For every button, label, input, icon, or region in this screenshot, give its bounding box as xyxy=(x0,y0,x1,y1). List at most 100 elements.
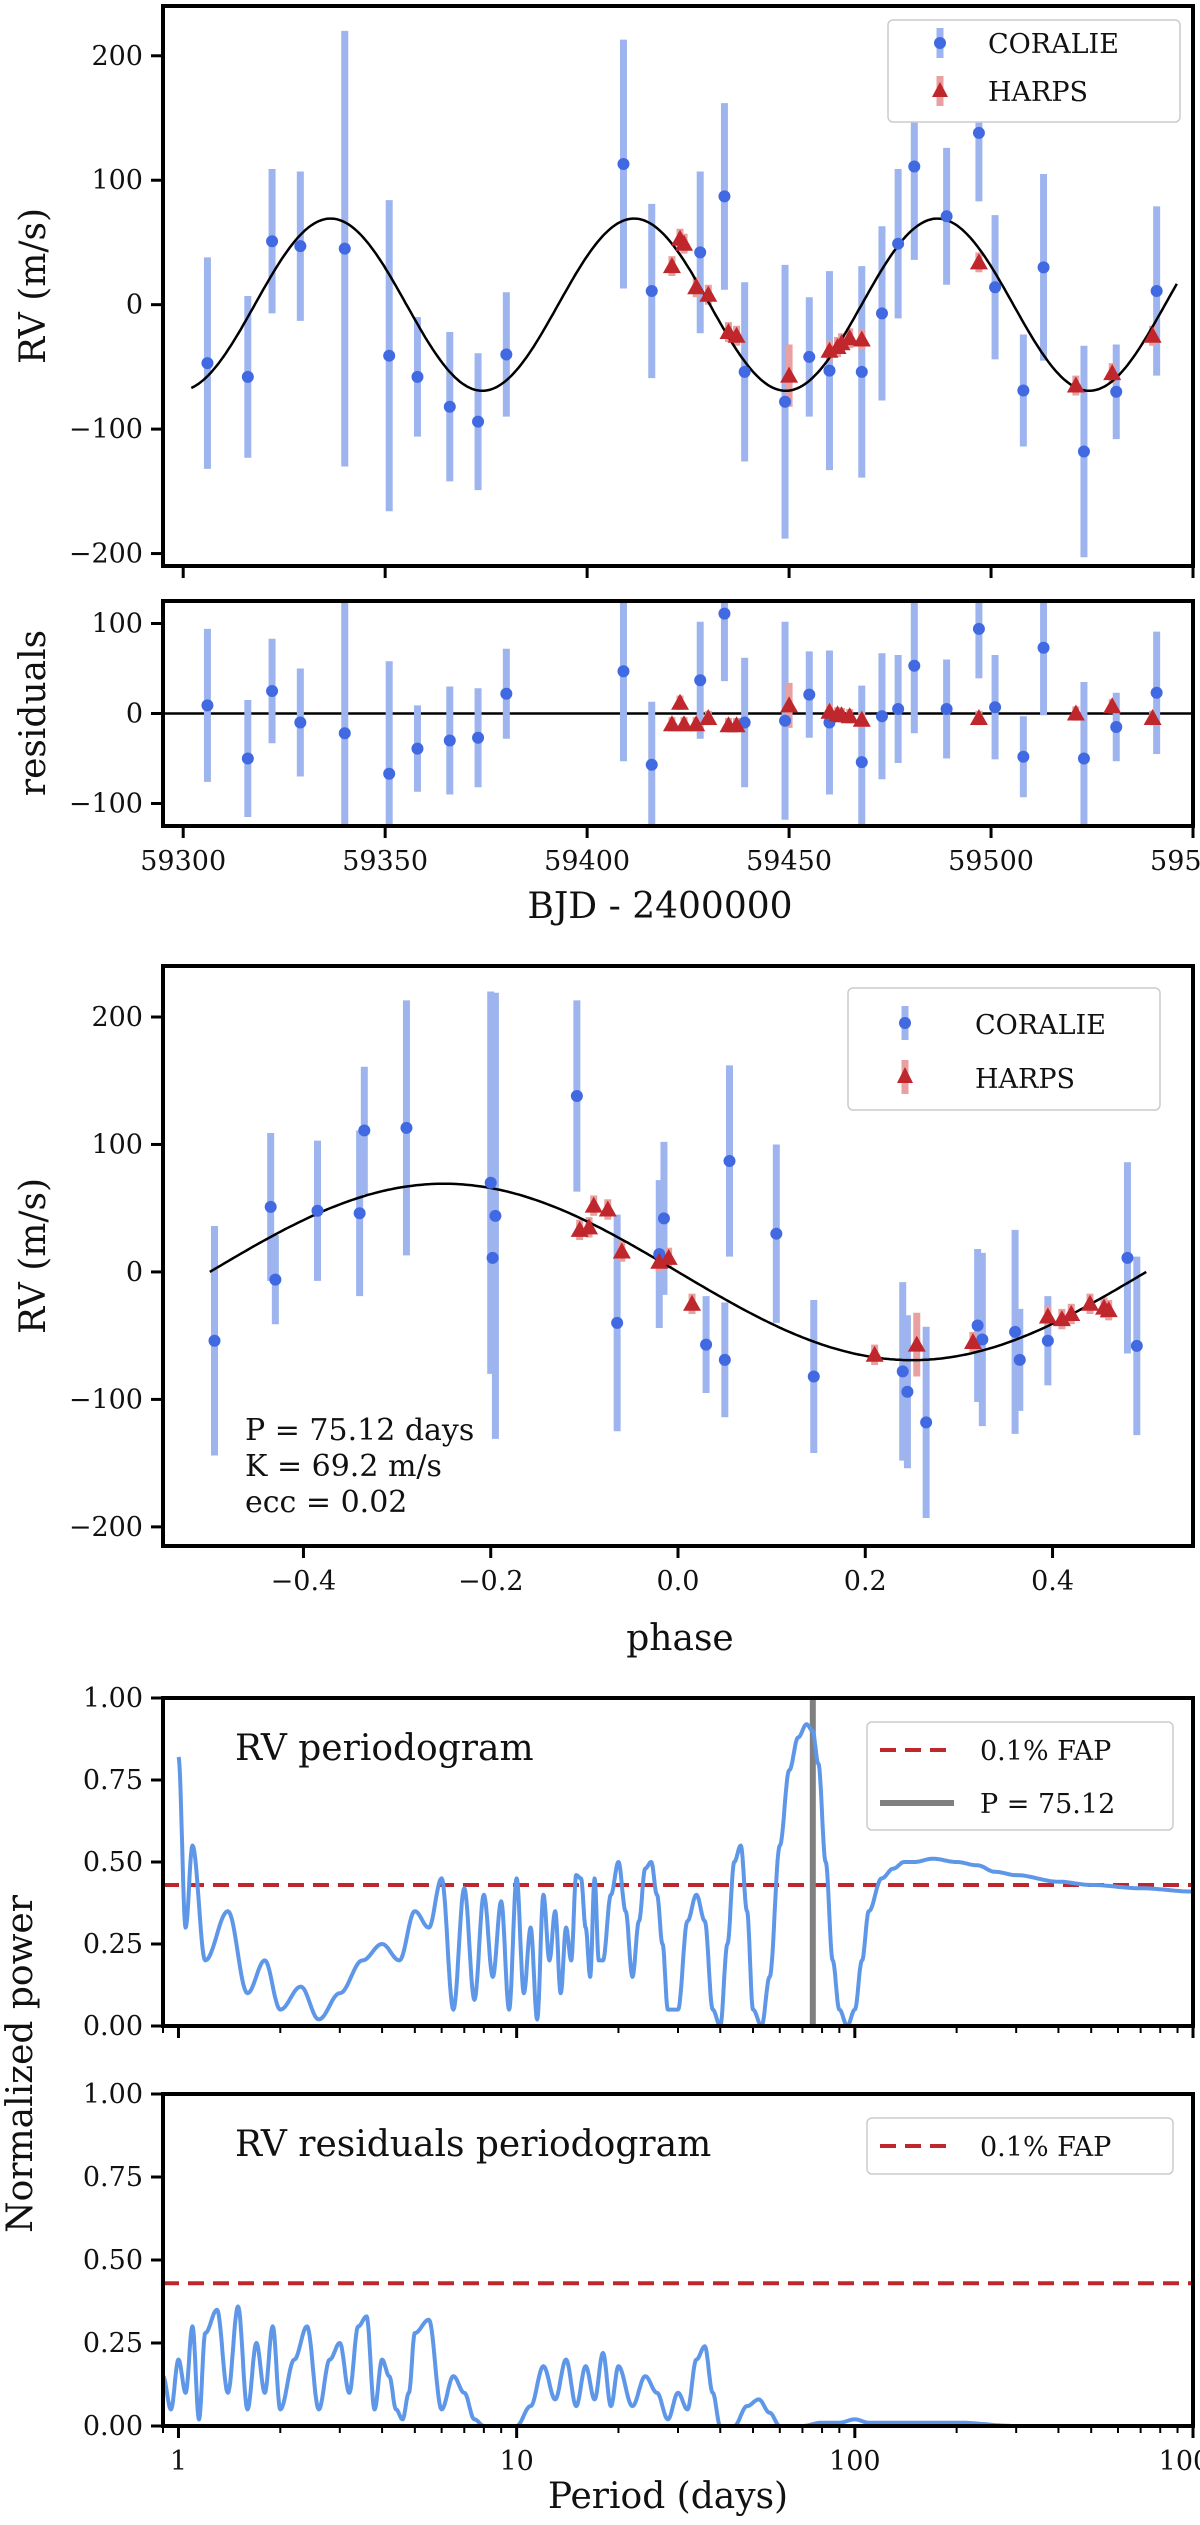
harps-point xyxy=(683,1294,702,1311)
legend-coralie-marker xyxy=(934,37,946,49)
coralie-point xyxy=(1009,1325,1022,1338)
coralie-point xyxy=(358,1124,371,1137)
coralie-point xyxy=(718,607,731,620)
coralie-point xyxy=(201,699,214,712)
coralie-point xyxy=(892,703,905,715)
y-tick-label: 0.00 xyxy=(83,2011,143,2042)
coralie-point xyxy=(972,622,985,635)
harps-point xyxy=(1081,1294,1099,1311)
coralie-point xyxy=(694,674,707,687)
annotation-eccentricity: ecc = 0.02 xyxy=(245,1485,407,1520)
rv-time-frame xyxy=(161,4,1195,568)
coralie-point xyxy=(472,731,485,744)
periodogram-title: RV periodogram xyxy=(235,1728,534,1769)
y-tick-label: 0.25 xyxy=(83,1929,143,1960)
harps-point xyxy=(699,709,718,725)
phase-ylabel: RV (m/s) xyxy=(13,1178,54,1334)
residuals-x-ticks: 59300 59350 59400 59450 59500 59550 xyxy=(140,826,1200,877)
phase-legend: CORALIE HARPS xyxy=(847,987,1161,1111)
residuals-points xyxy=(201,607,1163,780)
y-tick-label: 0.50 xyxy=(83,2245,143,2276)
coralie-point xyxy=(294,240,307,253)
y-tick-label: 0 xyxy=(126,699,143,730)
coralie-point xyxy=(803,688,816,701)
coralie-point xyxy=(892,237,905,250)
periodogram-y-ticks: 0.00 0.25 0.50 0.75 1.00 xyxy=(83,1683,163,2042)
periodogram-xlabel: Period (days) xyxy=(548,2476,788,2517)
legend-box xyxy=(866,2117,1174,2175)
coralie-point xyxy=(443,400,456,413)
annotation-amplitude: K = 69.2 m/s xyxy=(245,1449,442,1484)
harps-point xyxy=(662,257,681,274)
phase-y-ticks: −200 −100 0 100 200 xyxy=(69,1002,163,1543)
harps-point xyxy=(1062,1305,1081,1321)
coralie-point xyxy=(738,365,751,378)
harps-point xyxy=(687,715,706,732)
x-tick-label: 10 xyxy=(499,2446,533,2477)
coralie-point xyxy=(896,1365,909,1378)
legend-harps-marker xyxy=(897,1067,913,1083)
coralie-point xyxy=(700,1338,713,1351)
periodogram-shared-ylabel: Normalized power xyxy=(0,1894,41,2233)
legend-period-label: P = 75.12 xyxy=(980,1789,1115,1820)
harps-point xyxy=(1103,364,1122,381)
phase-points xyxy=(208,1090,1143,1429)
coralie-point xyxy=(718,190,731,203)
x-tick-label: 1 xyxy=(170,2446,187,2477)
coralie-point xyxy=(294,716,307,729)
harps-point xyxy=(865,1345,884,1362)
x-tick-label: 100 xyxy=(829,2446,881,2477)
coralie-point xyxy=(901,1385,914,1398)
harps-point xyxy=(584,1196,603,1213)
coralie-point xyxy=(443,734,456,747)
legend-box xyxy=(847,987,1161,1111)
coralie-point xyxy=(1150,284,1163,297)
harps-point xyxy=(780,366,799,383)
harps-point xyxy=(1143,326,1162,343)
coralie-point xyxy=(989,701,1002,714)
coralie-point xyxy=(1150,686,1163,699)
coralie-point xyxy=(920,1416,933,1429)
y-tick-label: 0 xyxy=(126,1257,143,1288)
coralie-point xyxy=(241,752,254,765)
coralie-point xyxy=(1077,445,1090,458)
coralie-point xyxy=(657,1212,670,1225)
harps-point xyxy=(1103,697,1122,714)
coralie-point xyxy=(1037,641,1050,654)
y-tick-label: 1.00 xyxy=(83,2079,143,2110)
coralie-point xyxy=(694,246,707,259)
residual-periodogram-y-ticks: 0.00 0.25 0.50 0.75 1.00 xyxy=(83,2079,163,2442)
coralie-point xyxy=(1110,721,1123,733)
coralie-point xyxy=(908,160,921,173)
coralie-point xyxy=(611,1316,624,1329)
y-tick-label: −100 xyxy=(69,1384,143,1415)
coralie-point xyxy=(1041,1334,1054,1347)
harps-point xyxy=(659,1248,678,1265)
rv-time-panel: −200 −100 0 100 200 RV (m/s) CORALIE HARPS xyxy=(13,4,1195,578)
coralie-point xyxy=(718,1353,731,1366)
coralie-point xyxy=(338,727,351,740)
harps-point xyxy=(840,329,859,346)
coralie-point xyxy=(972,126,985,139)
coralie-point xyxy=(807,1370,820,1383)
y-tick-label: −100 xyxy=(69,414,143,445)
coralie-point xyxy=(617,665,630,678)
coralie-point xyxy=(472,415,485,428)
legend-coralie-marker xyxy=(899,1017,911,1029)
coralie-point xyxy=(908,659,921,672)
coralie-point xyxy=(645,284,658,297)
coralie-point xyxy=(770,1227,783,1240)
coralie-point xyxy=(1110,385,1123,398)
y-tick-label: 0.50 xyxy=(83,1847,143,1878)
coralie-point xyxy=(940,703,953,715)
y-tick-label: 0 xyxy=(126,290,143,321)
rv-time-legend: CORALIE HARPS xyxy=(887,19,1181,123)
coralie-point xyxy=(266,235,279,248)
harps-point xyxy=(727,326,746,343)
x-tick-label: 0.2 xyxy=(844,1566,887,1597)
y-tick-label: −200 xyxy=(69,1512,143,1543)
harps-point xyxy=(1052,1310,1071,1327)
harps-point xyxy=(1143,709,1162,725)
